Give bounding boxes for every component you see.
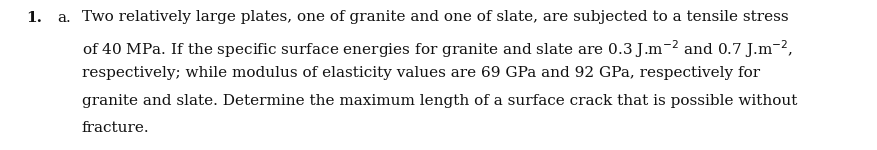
Text: Two relatively large plates, one of granite and one of slate, are subjected to a: Two relatively large plates, one of gran… xyxy=(82,11,788,24)
Text: fracture.: fracture. xyxy=(82,122,149,135)
Text: of 40 MPa. If the specific surface energies for granite and slate are 0.3 J.m$^{: of 40 MPa. If the specific surface energ… xyxy=(82,38,792,60)
Text: a.: a. xyxy=(57,11,71,24)
Text: granite and slate. Determine the maximum length of a surface crack that is possi: granite and slate. Determine the maximum… xyxy=(82,94,796,108)
Text: respectively; while modulus of elasticity values are 69 GPa and 92 GPa, respecti: respectively; while modulus of elasticit… xyxy=(82,66,759,80)
Text: 1.: 1. xyxy=(26,11,42,24)
